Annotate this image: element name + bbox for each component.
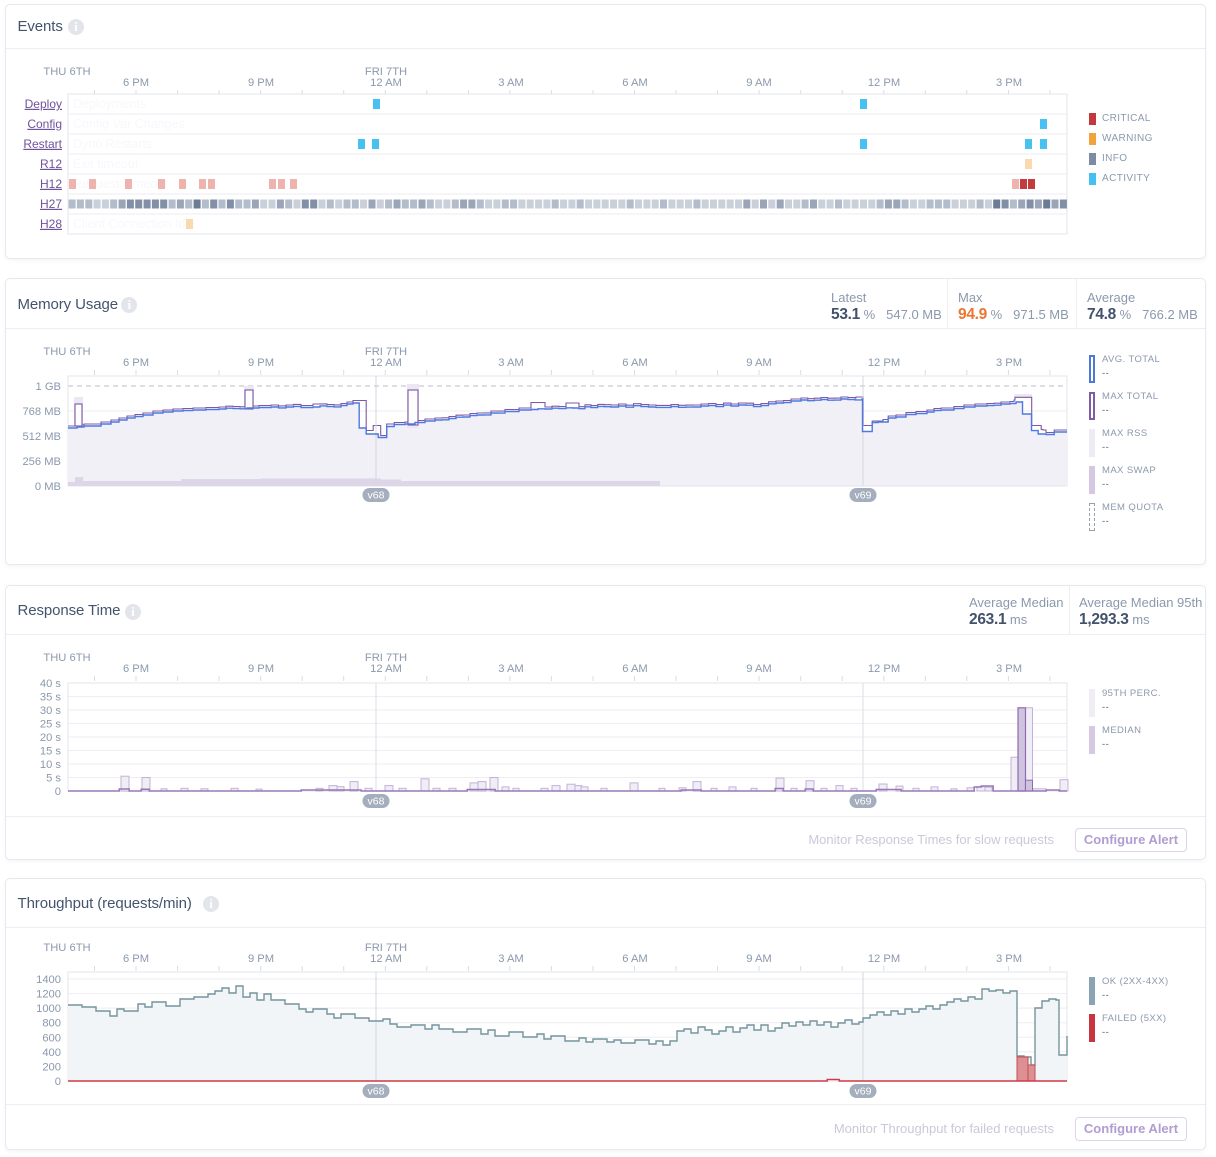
svg-text:6 PM: 6 PM [123, 953, 149, 965]
svg-text:10 s: 10 s [40, 759, 62, 771]
svg-text:3 AM: 3 AM [498, 77, 524, 89]
svg-text:9 PM: 9 PM [248, 77, 274, 89]
svg-text:512 MB: 512 MB [22, 431, 61, 443]
svg-text:6 AM: 6 AM [622, 663, 648, 675]
svg-text:12 PM: 12 PM [868, 663, 900, 675]
svg-text:0: 0 [55, 1076, 61, 1088]
svg-text:FRI 7TH: FRI 7TH [365, 346, 407, 358]
svg-text:1 GB: 1 GB [36, 381, 62, 393]
svg-text:9 PM: 9 PM [248, 663, 274, 675]
svg-text:12 PM: 12 PM [868, 953, 900, 965]
svg-text:9 PM: 9 PM [248, 953, 274, 965]
svg-text:v68: v68 [368, 1086, 385, 1098]
svg-text:Deployments: Deployments [73, 97, 146, 111]
svg-text:H28: H28 [40, 217, 62, 231]
svg-text:v69: v69 [855, 490, 872, 502]
svg-text:Dyno Restarts: Dyno Restarts [73, 137, 152, 151]
svg-text:1000: 1000 [36, 1003, 61, 1015]
svg-text:12 PM: 12 PM [868, 357, 900, 369]
svg-text:v69: v69 [855, 796, 872, 808]
svg-text:v69: v69 [855, 1086, 872, 1098]
svg-text:3 PM: 3 PM [996, 663, 1022, 675]
svg-text:35 s: 35 s [40, 692, 62, 704]
svg-text:Config: Config [27, 117, 62, 131]
svg-text:800: 800 [42, 1018, 61, 1030]
svg-text:THU 6TH: THU 6TH [43, 66, 90, 78]
svg-text:6 PM: 6 PM [123, 77, 149, 89]
svg-text:3 AM: 3 AM [498, 357, 524, 369]
svg-text:v68: v68 [368, 490, 385, 502]
svg-text:3 PM: 3 PM [996, 77, 1022, 89]
svg-text:20 s: 20 s [40, 732, 62, 744]
svg-text:3 AM: 3 AM [498, 663, 524, 675]
svg-text:v68: v68 [368, 796, 385, 808]
svg-text:9 AM: 9 AM [746, 953, 772, 965]
svg-text:768 MB: 768 MB [22, 406, 61, 418]
svg-text:15 s: 15 s [40, 746, 62, 758]
svg-text:H27: H27 [40, 197, 62, 211]
svg-text:FRI 7TH: FRI 7TH [365, 652, 407, 664]
svg-text:6 AM: 6 AM [622, 77, 648, 89]
svg-text:12 AM: 12 AM [370, 77, 402, 89]
svg-text:0 MB: 0 MB [35, 481, 61, 493]
svg-text:THU 6TH: THU 6TH [43, 346, 90, 358]
svg-text:6 PM: 6 PM [123, 663, 149, 675]
svg-text:FRI 7TH: FRI 7TH [365, 942, 407, 954]
svg-text:Client Connection Idle: Client Connection Idle [73, 217, 195, 231]
svg-text:25 s: 25 s [40, 719, 62, 731]
svg-text:30 s: 30 s [40, 705, 62, 717]
svg-text:600: 600 [42, 1032, 61, 1044]
svg-text:1400: 1400 [36, 974, 61, 986]
svg-text:9 PM: 9 PM [248, 357, 274, 369]
svg-text:FRI 7TH: FRI 7TH [365, 66, 407, 78]
svg-text:Config Var Changes: Config Var Changes [73, 117, 185, 131]
svg-text:Deploy: Deploy [25, 97, 62, 111]
svg-text:9 AM: 9 AM [746, 357, 772, 369]
svg-text:THU 6TH: THU 6TH [43, 942, 90, 954]
svg-text:3 PM: 3 PM [996, 953, 1022, 965]
svg-text:9 AM: 9 AM [746, 77, 772, 89]
svg-text:Request Timeout: Request Timeout [73, 177, 168, 191]
svg-text:9 AM: 9 AM [746, 663, 772, 675]
svg-text:Exit timeout: Exit timeout [73, 157, 139, 171]
svg-text:0: 0 [55, 786, 61, 798]
svg-text:3 PM: 3 PM [996, 357, 1022, 369]
svg-text:Restart: Restart [23, 137, 62, 151]
svg-text:200: 200 [42, 1061, 61, 1073]
svg-text:1200: 1200 [36, 989, 61, 1001]
svg-text:12 PM: 12 PM [868, 77, 900, 89]
svg-text:R12: R12 [40, 157, 62, 171]
svg-text:6 AM: 6 AM [622, 953, 648, 965]
svg-text:12 AM: 12 AM [370, 357, 402, 369]
svg-text:256 MB: 256 MB [22, 456, 61, 468]
svg-text:6 AM: 6 AM [622, 357, 648, 369]
svg-text:H12: H12 [40, 177, 62, 191]
svg-text:12 AM: 12 AM [370, 663, 402, 675]
svg-text:5 s: 5 s [46, 773, 61, 785]
svg-text:400: 400 [42, 1047, 61, 1059]
svg-text:3 AM: 3 AM [498, 953, 524, 965]
svg-text:THU 6TH: THU 6TH [43, 652, 90, 664]
svg-text:40 s: 40 s [40, 678, 62, 690]
svg-text:6 PM: 6 PM [123, 357, 149, 369]
svg-text:12 AM: 12 AM [370, 953, 402, 965]
